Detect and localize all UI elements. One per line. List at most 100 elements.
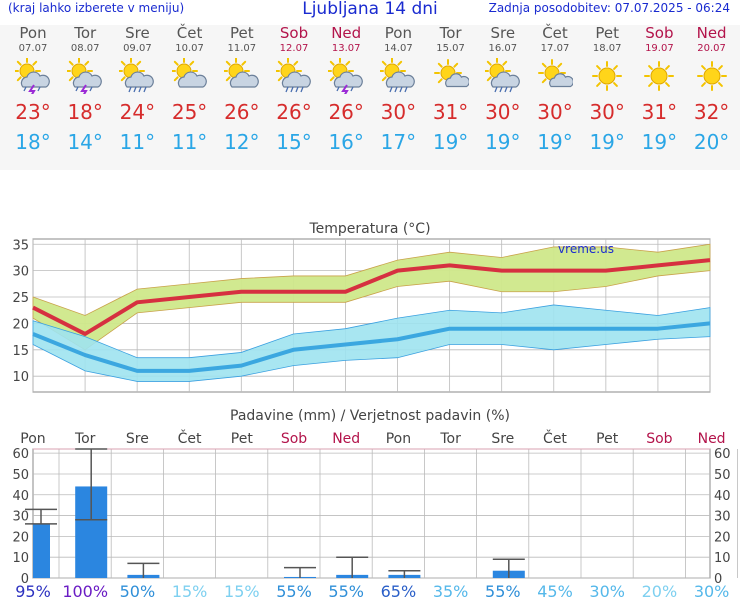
day-date: 08.07 — [70, 43, 100, 54]
precipitation-day-label: Pet — [596, 431, 619, 447]
day-name: Sre — [125, 24, 150, 42]
day-name: Pet — [229, 24, 254, 42]
day-name: Ned — [331, 24, 362, 42]
precipitation-day-label: Pon — [20, 431, 45, 447]
day-name: Čet — [176, 24, 203, 42]
min-temperature: 19° — [485, 130, 521, 154]
precipitation-probability: 55% — [328, 582, 364, 600]
day-column: Pet 11.07 26° 12° — [216, 25, 268, 155]
day-column: Ned 13.07 26° 16° — [320, 25, 372, 155]
day-date: 12.07 — [279, 43, 309, 54]
day-column: Pon 07.07 23° 18° — [7, 25, 59, 155]
min-temperature: 17° — [380, 130, 417, 154]
max-temperature-line — [32, 258, 711, 336]
day-name: Čet — [542, 24, 568, 42]
max-temperature: 30° — [485, 100, 521, 124]
y-tick-label-left: 30 — [12, 510, 29, 525]
y-tick-label: 10 — [12, 370, 29, 385]
day-date: 16.07 — [488, 43, 518, 54]
precipitation-day-label: Pet — [231, 431, 254, 447]
precipitation-probability: 55% — [276, 582, 312, 600]
day-column: Čet 10.07 25° 11° — [164, 25, 216, 155]
min-temperature: 20° — [693, 130, 730, 154]
day-name: Pon — [384, 24, 412, 42]
day-column: Sob 12.07 26° 15° — [268, 25, 320, 155]
precipitation-probability: 15% — [224, 582, 260, 600]
precipitation-probability: 95% — [15, 582, 51, 600]
precipitation-chart-title: Padavine (mm) / Verjetnost padavin (%) — [230, 408, 510, 424]
max-temperature: 24° — [119, 100, 156, 124]
precipitation-probability: 55% — [485, 582, 521, 600]
y-tick-label-left: 0 — [21, 572, 29, 587]
sun-cloud-icon — [171, 58, 207, 88]
precipitation-day-label: Tor — [74, 431, 96, 447]
day-name: Pon — [19, 24, 47, 42]
precipitation-bar — [33, 523, 50, 578]
sun-small-cloud-icon — [538, 59, 573, 88]
max-temperature: 26° — [276, 100, 312, 124]
day-date: 14.07 — [384, 43, 413, 54]
day-date: 19.07 — [645, 43, 674, 54]
sun-cloud-thunder-icon — [328, 58, 364, 94]
precipitation-probability: 100% — [62, 582, 108, 600]
min-temperature: 11° — [171, 130, 208, 154]
min-temperature: 18° — [15, 130, 51, 154]
page-title: Ljubljana 14 dni — [302, 0, 438, 19]
precipitation-probability: 50% — [120, 582, 156, 600]
y-tick-label-left: 60 — [12, 447, 29, 462]
min-temperature-line — [32, 321, 711, 373]
min-temperature: 15° — [276, 130, 312, 154]
day-date: 17.07 — [540, 43, 570, 54]
sun-icon — [696, 61, 727, 91]
min-temperature: 11° — [119, 130, 156, 154]
y-tick-label-right: 0 — [714, 572, 722, 587]
y-tick-label: 20 — [12, 317, 29, 332]
precipitation-day-label: Čet — [543, 429, 567, 447]
sun-cloud-thunder-icon — [67, 58, 103, 94]
y-tick-label: 35 — [12, 238, 29, 253]
temperature-chart: Temperatura (°C) 10 15 20 25 30 35 vreme.us — [12, 221, 711, 393]
max-temperature: 31° — [641, 100, 678, 124]
sun-cloud-rain-icon — [380, 58, 416, 93]
location-menu-hint[interactable]: (kraj lahko izberete v meniju) — [8, 1, 185, 15]
plot-area — [32, 448, 711, 579]
y-tick-label: 25 — [12, 291, 29, 306]
max-temperature: 26° — [224, 100, 260, 124]
day-name: Pet — [595, 24, 619, 42]
precipitation-day-label: Sob — [281, 431, 307, 447]
precipitation-chart: Padavine (mm) / Verjetnost padavin (%) Po… — [12, 408, 738, 600]
min-temperature: 14° — [67, 130, 103, 154]
temperature-chart-title: Temperatura (°C) — [308, 221, 430, 237]
y-tick-label-right: 10 — [714, 551, 731, 566]
day-name: Tor — [439, 24, 462, 42]
day-date: 07.07 — [18, 43, 48, 54]
min-temperature: 19° — [537, 130, 573, 154]
sun-icon — [644, 61, 675, 91]
precipitation-probability: 15% — [172, 582, 208, 600]
y-tick-label-right: 60 — [714, 447, 731, 462]
sun-cloud-rain-icon — [484, 58, 520, 93]
precipitation-probability: 20% — [642, 582, 678, 600]
min-temperature: 16° — [328, 130, 364, 154]
max-temperature: 26° — [328, 100, 364, 124]
sun-cloud-icon — [223, 58, 259, 88]
day-date: 13.07 — [331, 43, 361, 54]
day-date: 20.07 — [697, 43, 726, 54]
y-tick-label-left: 50 — [12, 468, 29, 483]
watermark: vreme.us — [558, 242, 614, 256]
precipitation-probability: 35% — [433, 582, 469, 600]
day-column: Čet 17.07 30° 19° — [529, 25, 581, 155]
max-temperature: 18° — [67, 100, 103, 124]
precipitation-probability: 30% — [694, 582, 730, 600]
y-tick-label: 15 — [12, 344, 29, 359]
y-tick-label-right: 30 — [714, 510, 731, 525]
day-column: Tor 15.07 31° 19° — [425, 25, 477, 155]
precipitation-day-label: Ned — [332, 431, 360, 447]
precipitation-probability: 45% — [537, 582, 573, 600]
precipitation-day-label: Pon — [386, 431, 411, 447]
sun-cloud-rain-icon — [276, 58, 311, 93]
y-tick-label-left: 20 — [12, 530, 29, 545]
precipitation-probability: 65% — [381, 582, 417, 600]
day-name: Tor — [74, 24, 97, 42]
day-name: Ned — [696, 24, 727, 42]
